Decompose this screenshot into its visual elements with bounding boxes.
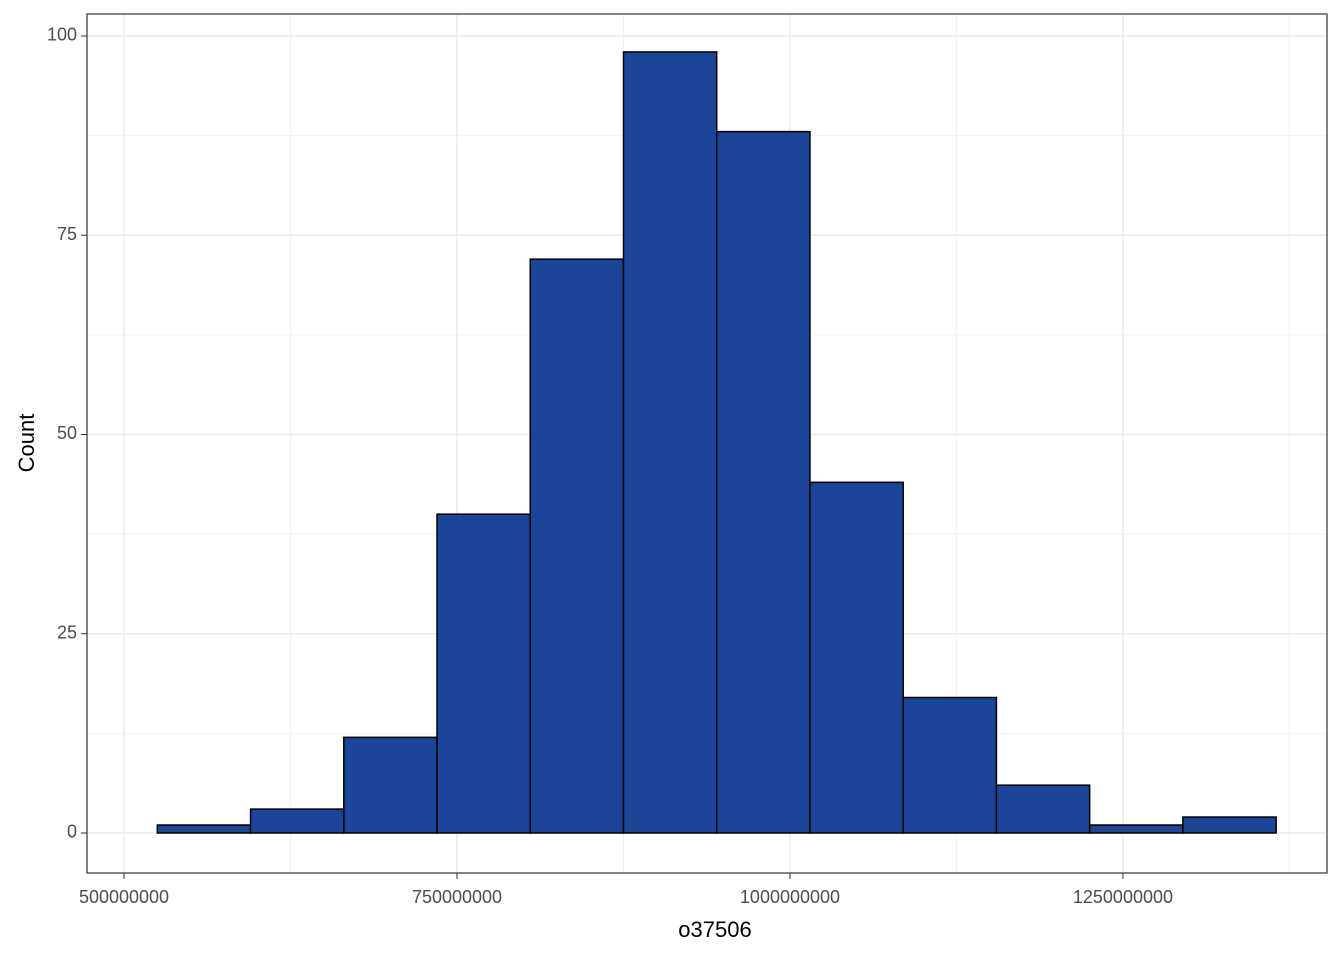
y-tick-label: 75 (57, 224, 77, 244)
bar (249, 808, 345, 834)
bar (622, 51, 718, 834)
bar (1088, 824, 1184, 834)
y-tick-label: 25 (57, 622, 77, 642)
bar (902, 696, 998, 834)
x-tick-label: 500000000 (79, 887, 169, 907)
y-tick-label: 0 (67, 822, 77, 842)
bar (529, 258, 625, 834)
bar (715, 130, 811, 834)
y-axis-title: Count (14, 414, 39, 473)
y-tick-label: 100 (47, 25, 77, 45)
bar (156, 824, 252, 834)
bar (995, 784, 1091, 834)
panel-border (86, 13, 1328, 874)
x-tick-label: 1250000000 (1073, 887, 1173, 907)
y-tick-label: 50 (57, 423, 77, 443)
x-axis-title: o37506 (678, 917, 751, 942)
bar (343, 736, 438, 834)
bar (1182, 816, 1277, 834)
bar (436, 513, 532, 834)
bar (809, 481, 904, 834)
x-tick-label: 750000000 (412, 887, 502, 907)
x-tick-label: 1000000000 (740, 887, 840, 907)
